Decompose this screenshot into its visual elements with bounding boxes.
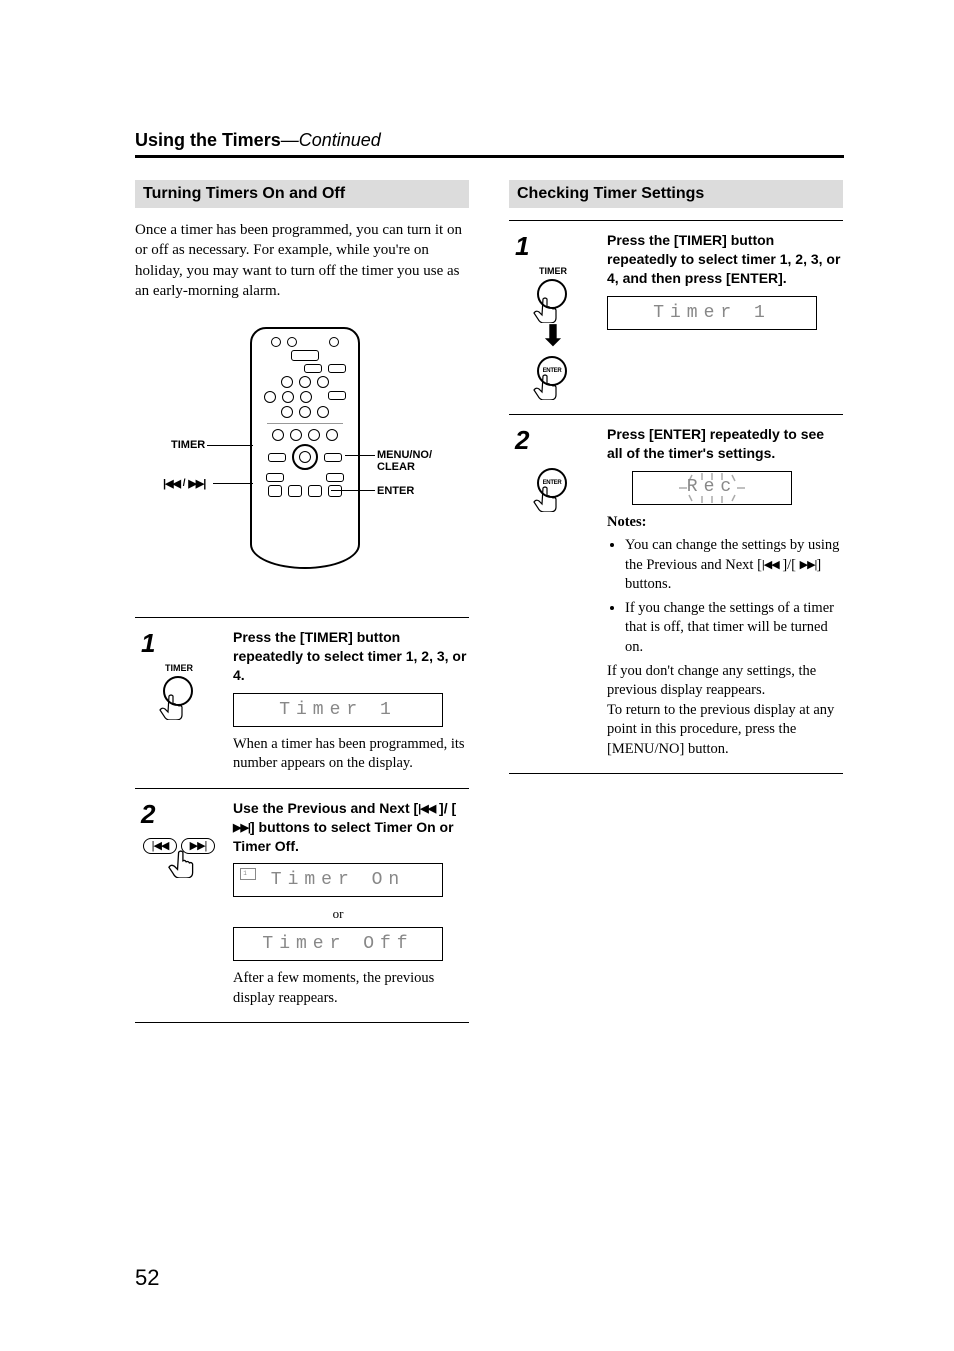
- remote-body: [250, 327, 360, 552]
- left-step-2: 2 |◀◀ ▶▶| Use the Previous and Next [|◀◀…: [135, 789, 469, 1023]
- section-continued: —Continued: [281, 130, 381, 150]
- callout-enter: ENTER: [377, 485, 414, 497]
- note-item: You can change the settings by using the…: [625, 536, 843, 595]
- right-step-1: 1 TIMER ⬇ ENTER Press the [TIMER] button…: [509, 221, 843, 415]
- next-icon: ▶▶|: [233, 821, 250, 836]
- step-number: 1: [141, 628, 155, 659]
- left-intro: Once a timer has been programmed, you ca…: [135, 220, 469, 301]
- left-step-1: 1 TIMER Press the [TIMER] button repeate…: [135, 618, 469, 789]
- right-step-2: 2 ENTER Press [ENTER] repeatedly to see …: [509, 415, 843, 775]
- left-subhead: Turning Timers On and Off: [135, 180, 469, 208]
- section-title: Using the Timers: [135, 130, 281, 150]
- note-item: If you change the settings of a timer th…: [625, 599, 843, 658]
- step2-instruction: Use the Previous and Next [|◀◀ ]/ [ ▶▶|]…: [233, 799, 469, 856]
- right-subhead: Checking Timer Settings: [509, 180, 843, 208]
- callout-clear: CLEAR: [377, 461, 415, 473]
- prev-icon: |◀◀: [762, 558, 779, 573]
- lcd-rec: Rec: [632, 471, 792, 505]
- press-timer-icon: [531, 279, 575, 323]
- press-enter-icon: ENTER: [531, 468, 575, 512]
- step2-after: After a few moments, the previous displa…: [233, 969, 469, 1008]
- rstep2-para1: If you don't change any settings, the pr…: [607, 662, 843, 701]
- callout-menu: MENU/NO/: [377, 449, 432, 461]
- rstep2-instruction: Press [ENTER] repeatedly to see all of t…: [607, 425, 843, 463]
- page-number: 52: [135, 1265, 159, 1291]
- step-number: 2: [515, 425, 529, 456]
- section-rule: [135, 155, 844, 158]
- right-column: Checking Timer Settings 1 TIMER ⬇ ENTER: [509, 180, 843, 1023]
- timer-label: TIMER: [539, 266, 567, 276]
- lcd-timer-on: 1 Timer On: [233, 863, 443, 897]
- next-icon: ▶▶|: [800, 558, 817, 573]
- step1-instruction: Press the [TIMER] button repeatedly to s…: [233, 628, 469, 685]
- callout-prevnext: |◀◀ / ▶▶|: [163, 477, 205, 490]
- rstep2-para2: To return to the previous display at any…: [607, 701, 843, 760]
- notes-heading: Notes:: [607, 513, 843, 533]
- prev-icon: |◀◀: [418, 802, 435, 817]
- step1-after: When a timer has been programmed, its nu…: [233, 735, 469, 774]
- press-timer-icon: [157, 676, 201, 720]
- step-number: 2: [141, 799, 155, 830]
- timer-label: TIMER: [165, 663, 193, 673]
- remote-diagram: TIMER |◀◀ / ▶▶| MENU/NO/ CLEAR ENTER: [135, 327, 469, 577]
- rstep1-instruction: Press the [TIMER] button repeatedly to s…: [607, 231, 843, 288]
- lcd-timer-off: Timer Off: [233, 927, 443, 961]
- or-label: or: [233, 905, 443, 923]
- press-enter-icon: ENTER: [531, 356, 575, 400]
- step-number: 1: [515, 231, 529, 262]
- section-header: Using the Timers—Continued: [135, 130, 844, 158]
- callout-timer: TIMER: [171, 439, 205, 451]
- down-arrow-icon: ⬇: [541, 329, 564, 346]
- left-column: Turning Timers On and Off Once a timer h…: [135, 180, 469, 1023]
- lcd-timer-1: Timer 1: [233, 693, 443, 727]
- lcd-timer-1-r: Timer 1: [607, 296, 817, 330]
- notes-list: You can change the settings by using the…: [607, 536, 843, 657]
